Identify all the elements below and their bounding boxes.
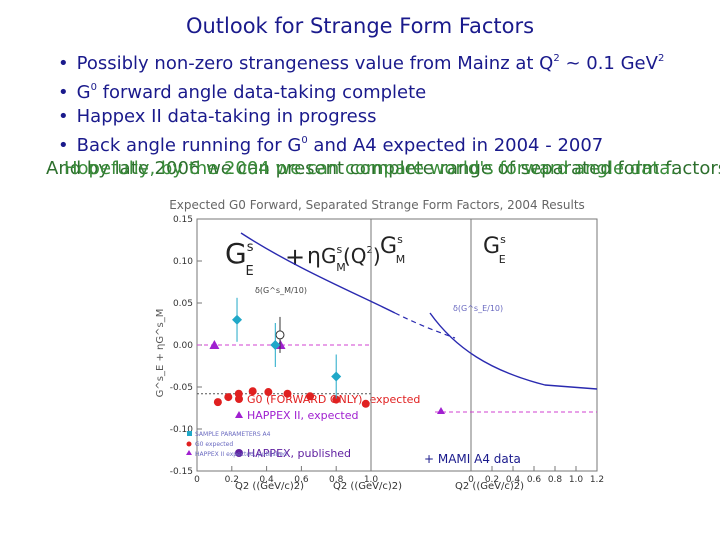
mami-annotation: + MAMI A4 data <box>424 452 521 466</box>
right-x-tick-label: 0.8 <box>548 475 563 485</box>
left-y-ticks: -0.15 -0.10 -0.05 0.00 0.05 0.10 0.15 <box>170 215 202 477</box>
y-axis-label: G^s_E + ηG^s_M <box>155 309 166 398</box>
mid-panel-formula: Gs M <box>380 233 405 266</box>
legend-g0: G0 (FORWARD ONLY), expected <box>247 393 420 406</box>
g0-point <box>213 398 222 407</box>
small-legend-1: SAMPLE PARAMETERS A4 <box>195 431 271 438</box>
mid-curve-dashed <box>394 312 456 339</box>
slide-title: Outlook for Strange Form Factors <box>185 14 535 38</box>
x-axis-label-left: Q2 ((GeV/c)2) <box>235 481 304 492</box>
plus-sign: + <box>285 243 305 271</box>
y-tick-label: 0.10 <box>173 257 193 267</box>
g0-point <box>264 388 273 397</box>
legend-g0-marker <box>235 395 243 403</box>
y-tick-label: 0.00 <box>173 341 193 351</box>
left-x-ticks: 0 0.2 0.4 0.6 0.8 1.0 <box>194 466 378 485</box>
g0-point <box>248 387 257 396</box>
legend-happex: HAPPEX, published <box>247 447 351 460</box>
small-legend-dot <box>186 441 192 447</box>
right-x-tick-label: 0.2 <box>485 475 499 485</box>
eta-gm: ηGs M <box>307 243 346 274</box>
y-tick-label: 0.15 <box>173 215 193 225</box>
right-x-tick-label: 1.2 <box>590 475 604 485</box>
sample-point <box>232 314 243 325</box>
right-x-tick-label: 1.0 <box>569 475 584 485</box>
g0-point <box>283 389 292 398</box>
right-x-tick-label: 0.6 <box>527 475 542 485</box>
bullet-4: Back angle running for G0 and A4 expecte… <box>58 129 664 158</box>
sample-point <box>331 371 342 382</box>
g0-point <box>361 399 370 408</box>
left-legend: G0 (FORWARD ONLY), expected HAPPEX II, e… <box>186 393 420 460</box>
overlay-text-a: And by late 2006 we can present complete… <box>46 158 720 179</box>
right-curve <box>429 312 598 390</box>
small-legend-tri <box>186 450 192 455</box>
legend-happex2-marker <box>235 411 243 418</box>
x-tick-label: 0.8 <box>329 475 344 485</box>
figure-title: Expected G0 Forward, Separated Strange F… <box>169 198 585 212</box>
right-x-tick-label: 0.4 <box>506 475 521 485</box>
mid-points <box>232 297 342 399</box>
x-tick-label: 0.2 <box>225 475 239 485</box>
x-tick-label: 1.0 <box>364 475 379 485</box>
mid-curve <box>240 232 396 314</box>
right-x-ticks: 0 0.2 0.4 0.6 0.8 1.0 1.2 <box>468 466 604 485</box>
y-tick-label: -0.10 <box>170 425 194 435</box>
right-happex-marker <box>437 407 445 414</box>
g0-point <box>224 393 233 402</box>
bullet-3: Happex II data-taking in progress <box>58 105 664 129</box>
bullet-list: Possibly non-zero strangeness value from… <box>58 47 665 158</box>
right-x-tick-label: 0 <box>468 475 474 485</box>
happex-point <box>275 330 285 340</box>
bullet-1: Possibly non-zero strangeness value from… <box>58 47 665 76</box>
q2-label: (Q2) <box>343 244 381 268</box>
right-panel-formula: Gs E <box>483 233 506 266</box>
y-tick-label: -0.05 <box>170 383 193 393</box>
y-tick-label: 0.05 <box>173 299 193 309</box>
middle-panel: Gs M δ(G^s_M/10) <box>232 218 472 472</box>
left-panel-formula: Gs E <box>225 237 254 279</box>
right-panel-note: δ(G^s_E/10) <box>453 304 503 313</box>
x-tick-label: 0.4 <box>259 475 274 485</box>
g0-point <box>306 392 315 401</box>
legend-happex-marker <box>235 449 243 457</box>
right-panel: Gs E δ(G^s_E/10) 0 0.2 0.4 0.6 0.8 1.0 1.2 <box>429 218 604 485</box>
x-axis-label-right: Q2 ((GeV/c)2) <box>455 481 524 492</box>
x-tick-label: 0.6 <box>294 475 309 485</box>
legend-happex2: HAPPEX II, expected <box>247 409 358 422</box>
left-points <box>209 316 370 408</box>
small-legend-square <box>187 431 192 436</box>
small-legend-3: HAPPEX II expected, published <box>195 451 287 458</box>
mid-panel-note: δ(G^s_M/10) <box>255 286 307 295</box>
x-axis-label-mid: Q2 ((GeV/c)2) <box>333 481 402 492</box>
sample-point <box>270 340 281 350</box>
form-factor-figure: Expected G0 Forward, Separated Strange F… <box>155 198 604 492</box>
bullet-2: G0 forward angle data-taking complete <box>58 76 664 105</box>
small-legend-2: G0 expected <box>195 441 233 448</box>
overlay-text-b: Hopefully, by the 2004 we can compare wo… <box>64 158 677 179</box>
left-panel: -0.15-0.10-0.050.000.050.100.15 0 0.2 0.4 0… <box>155 215 420 485</box>
g0-point <box>332 395 341 404</box>
y-tick-label: -0.15 <box>170 467 193 477</box>
happex2-point <box>209 340 220 349</box>
x-tick-label: 0 <box>194 475 200 485</box>
